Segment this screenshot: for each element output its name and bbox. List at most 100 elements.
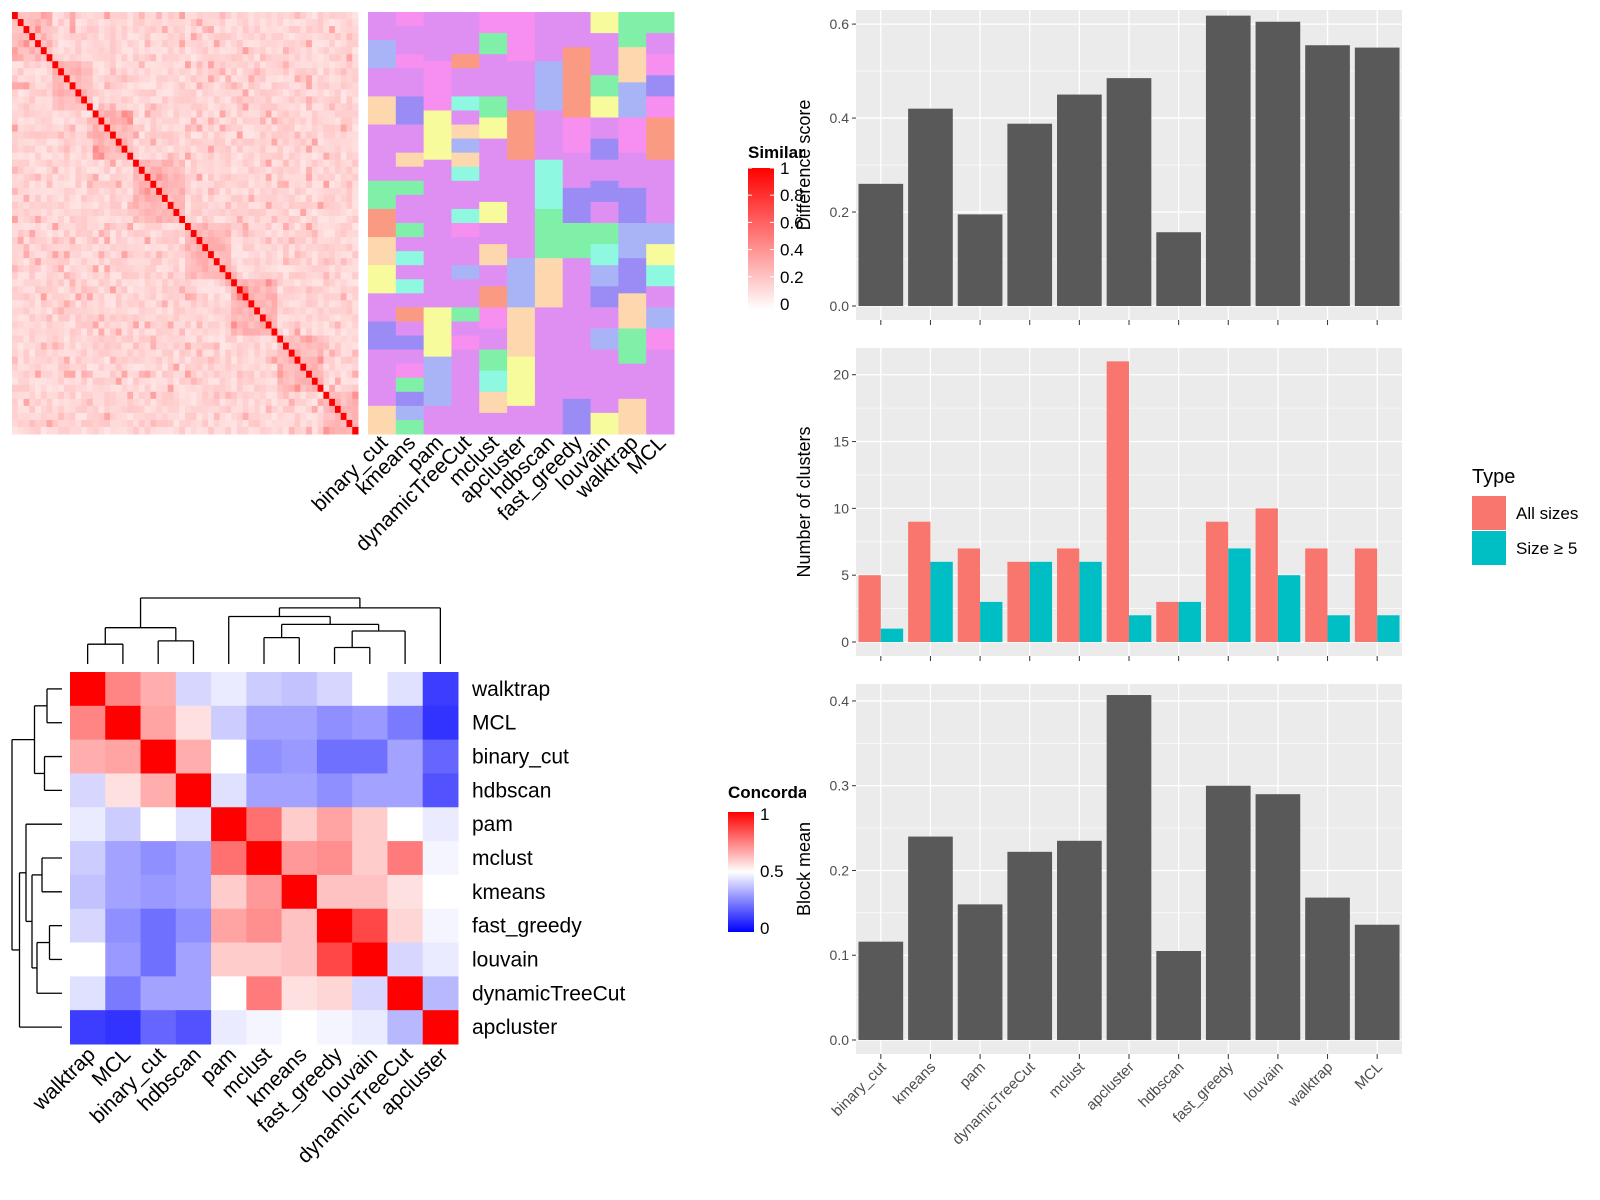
similarity-cell	[46, 384, 53, 393]
similarity-cell	[104, 426, 111, 435]
similarity-cell	[40, 12, 48, 20]
membership-cell	[534, 47, 564, 55]
similarity-cell	[340, 398, 347, 407]
similarity-cell	[29, 138, 36, 147]
membership-cell	[395, 89, 425, 97]
membership-cell	[479, 12, 508, 20]
similarity-cell	[213, 237, 221, 245]
similarity-cell	[352, 398, 359, 407]
similarity-cell	[156, 89, 163, 97]
similarity-cell	[323, 159, 330, 168]
similarity-cell	[173, 279, 180, 287]
legend-key-size-5	[1472, 531, 1506, 565]
similarity-cell	[317, 47, 324, 55]
similarity-cell	[196, 370, 203, 379]
concordance-cell	[105, 672, 142, 707]
similarity-cell	[196, 173, 203, 182]
similarity-cell	[69, 272, 76, 280]
similarity-cell	[23, 187, 30, 196]
similarity-cell	[213, 293, 221, 301]
similarity-cell	[219, 419, 226, 428]
membership-cell	[562, 244, 592, 252]
similarity-cell	[110, 391, 117, 400]
similarity-cell	[196, 230, 203, 238]
similarity-cell	[283, 187, 290, 196]
similarity-cell	[231, 33, 238, 41]
membership-cell	[451, 61, 480, 69]
membership-cell	[618, 124, 647, 133]
membership-cell	[423, 40, 452, 48]
membership-cell	[590, 230, 619, 238]
membership-cell	[618, 68, 647, 76]
similarity-cell	[35, 103, 42, 111]
similarity-cell	[121, 237, 128, 245]
similarity-cell	[81, 363, 88, 372]
similarity-cell	[121, 370, 128, 379]
membership-cell	[646, 89, 675, 97]
similarity-cell	[17, 314, 25, 322]
similarity-cell	[23, 384, 30, 393]
similarity-cell	[75, 194, 82, 203]
similarity-cell	[283, 286, 290, 294]
similarity-cell	[231, 180, 238, 189]
similarity-cell	[92, 194, 99, 203]
similarity-cell	[317, 75, 324, 83]
similarity-cell	[35, 159, 42, 168]
similarity-cell	[277, 335, 284, 344]
similarity-cell	[133, 26, 140, 34]
similarity-cell	[17, 47, 25, 55]
similarity-cell	[69, 103, 76, 111]
similarity-cell	[115, 103, 123, 111]
similarity-cell	[63, 166, 71, 175]
similarity-cell	[277, 68, 284, 76]
similarity-cell	[150, 307, 157, 315]
similarity-cell	[92, 419, 99, 428]
similarity-cell	[98, 356, 105, 365]
membership-cell	[479, 103, 508, 111]
membership-cell	[451, 47, 480, 55]
similarity-cell	[271, 412, 278, 421]
similarity-cell	[40, 293, 48, 301]
similarity-cell	[12, 300, 19, 308]
similarity-cell	[150, 384, 157, 393]
similarity-cell	[277, 215, 284, 224]
similarity-cell	[346, 19, 353, 27]
bar	[1327, 615, 1350, 642]
similarity-cell	[202, 349, 209, 358]
similarity-cell	[121, 33, 128, 41]
similarity-cell	[294, 110, 301, 118]
similarity-cell	[185, 391, 192, 400]
similarity-cell	[98, 370, 105, 379]
similarity-cell	[98, 26, 105, 34]
bar	[858, 941, 904, 1040]
similarity-cell	[196, 75, 203, 83]
similarity-cell	[63, 370, 71, 379]
similarity-cell	[161, 265, 169, 273]
similarity-cell	[12, 258, 19, 266]
similarity-cell	[317, 293, 324, 301]
membership-cell	[618, 279, 647, 287]
similarity-cell	[300, 237, 307, 245]
membership-cell	[534, 356, 564, 365]
similarity-cell	[29, 40, 36, 48]
similarity-cell	[323, 272, 330, 280]
similarity-cell	[40, 208, 48, 217]
membership-cell	[646, 258, 675, 266]
similarity-cell	[277, 117, 284, 126]
similarity-cell	[58, 61, 65, 69]
similarity-cell	[35, 152, 42, 161]
similarity-cell	[86, 293, 94, 301]
similarity-cell	[52, 293, 59, 301]
similarity-cell	[144, 272, 151, 280]
bar	[1354, 924, 1400, 1040]
similarity-cell	[271, 356, 278, 365]
similarity-cell	[81, 103, 88, 111]
similarity-cell	[294, 251, 301, 259]
similarity-cell	[35, 258, 42, 266]
similarity-cell	[179, 223, 186, 231]
similarity-cell	[150, 194, 157, 203]
similarity-cell	[40, 110, 48, 118]
similarity-cell	[58, 293, 65, 301]
similarity-cell	[346, 377, 353, 386]
membership-cell	[368, 19, 397, 27]
